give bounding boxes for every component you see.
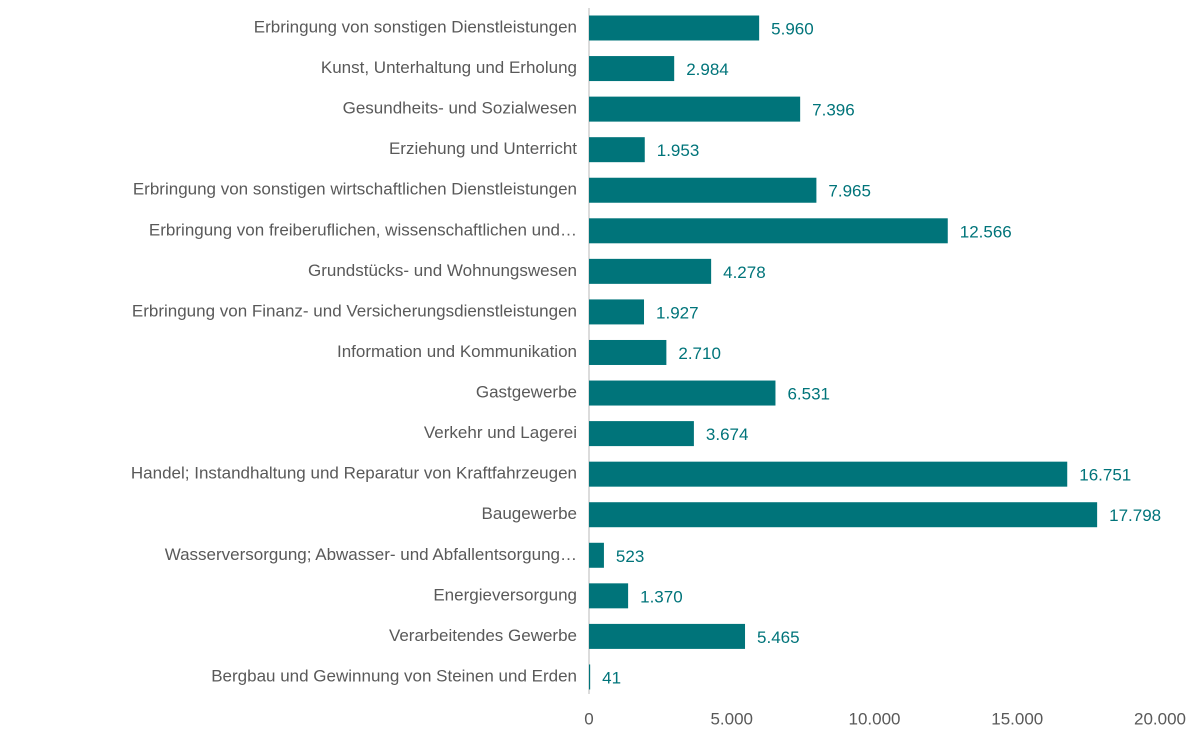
bar [589,339,667,365]
bar [589,542,604,568]
value-label: 523 [616,547,644,566]
x-tick-label: 5.000 [710,709,753,728]
value-label: 4.278 [723,263,766,282]
value-label: 12.566 [960,222,1012,241]
y-tick-label: Baugewerbe [482,504,577,523]
x-tick-label: 15.000 [991,709,1043,728]
bar [589,664,591,690]
bar [589,56,675,82]
y-tick-label: Wasserversorgung; Abwasser- und Abfallen… [165,545,577,564]
x-tick-label: 0 [584,709,593,728]
x-tick-label: 20.000 [1134,709,1186,728]
x-tick-label: 10.000 [849,709,901,728]
value-label: 6.531 [787,385,830,404]
bar [589,502,1098,528]
y-tick-label: Gastgewerbe [476,383,577,402]
value-label: 7.965 [828,182,871,201]
bar [589,461,1068,487]
bar [589,15,760,41]
bar [589,299,645,325]
y-tick-label: Erbringung von Finanz- und Versicherungs… [132,301,577,320]
bar [589,218,948,244]
y-tick-label: Handel; Instandhaltung und Reparatur von… [131,464,577,483]
bar [589,137,645,163]
bar [589,623,746,649]
y-tick-label: Erbringung von freiberuflichen, wissensc… [149,220,577,239]
y-tick-label: Energieversorgung [433,585,577,604]
value-label: 1.927 [656,303,699,322]
value-label: 2.710 [678,344,721,363]
y-tick-label: Erziehung und Unterricht [389,139,577,158]
y-tick-label: Kunst, Unterhaltung und Erholung [321,58,577,77]
value-label: 2.984 [686,60,729,79]
value-label: 1.953 [657,141,700,160]
y-tick-label: Erbringung von sonstigen wirtschaftliche… [133,180,577,199]
y-tick-label: Grundstücks- und Wohnungswesen [308,261,577,280]
value-label: 41 [602,668,621,687]
bar [589,96,801,122]
bar [589,380,776,406]
bar [589,583,629,609]
value-label: 3.674 [706,425,749,444]
bar [589,258,712,284]
value-label: 16.751 [1079,466,1131,485]
bar [589,177,817,203]
value-label: 17.798 [1109,506,1161,525]
y-tick-label: Erbringung von sonstigen Dienstleistunge… [254,17,577,36]
y-tick-label: Verkehr und Lagerei [424,423,577,442]
value-label: 7.396 [812,101,855,120]
y-tick-label: Verarbeitendes Gewerbe [389,626,577,645]
y-tick-label: Bergbau und Gewinnung von Steinen und Er… [211,666,577,685]
value-label: 5.465 [757,628,800,647]
bar [589,421,694,447]
y-tick-label: Gesundheits- und Sozialwesen [343,99,577,118]
value-label: 1.370 [640,587,683,606]
value-label: 5.960 [771,19,814,38]
y-tick-label: Information und Kommunikation [337,342,577,361]
